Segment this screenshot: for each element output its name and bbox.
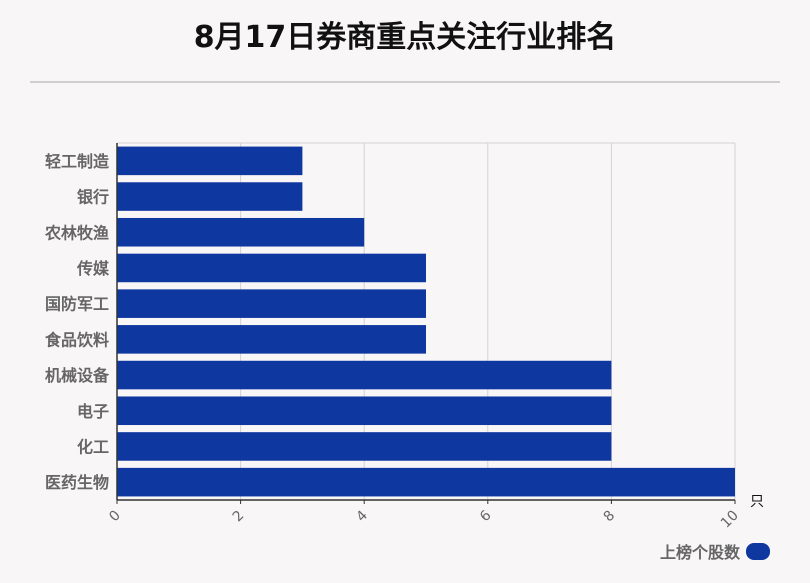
x-tick-label: 4 [353,507,371,525]
y-category-label: 国防军工 [45,295,109,314]
title-divider [30,81,780,83]
x-tick-label: 6 [477,507,495,525]
bar-医药生物 [117,467,735,497]
y-category-label: 化工 [77,437,109,456]
x-tick-label: 0 [106,508,124,526]
x-tick-label: 8 [601,508,619,526]
legend-label: 上榜个股数 [659,543,740,562]
x-tick-label: 10 [718,508,742,532]
y-category-label: 银行 [77,188,109,207]
y-category-label: 传媒 [76,259,110,278]
y-category-label: 机械设备 [45,366,110,385]
y-category-label: 医药生物 [45,473,109,492]
x-unit-label: 只 [750,494,764,510]
x-tick-label: 2 [230,508,248,526]
y-category-label: 食品饮料 [44,330,109,349]
bar-食品饮料 [117,325,426,354]
legend[interactable]: 上榜个股数 [660,538,770,564]
bar-机械设备 [117,360,612,390]
bar-传媒 [117,253,426,283]
y-category-label: 电子 [77,402,109,421]
y-category-label: 农林牧渔 [44,223,109,242]
y-category-label: 轻工制造 [45,152,110,171]
bar-轻工制造 [117,146,303,176]
bar-银行 [117,182,303,211]
bar-化工 [117,432,612,461]
bar-国防军工 [117,289,426,318]
bar-电子 [117,396,612,426]
chart-title: 8月17日券商重点关注行业排名 [193,20,617,55]
legend-swatch [746,542,770,560]
bar-农林牧渔 [117,217,365,247]
